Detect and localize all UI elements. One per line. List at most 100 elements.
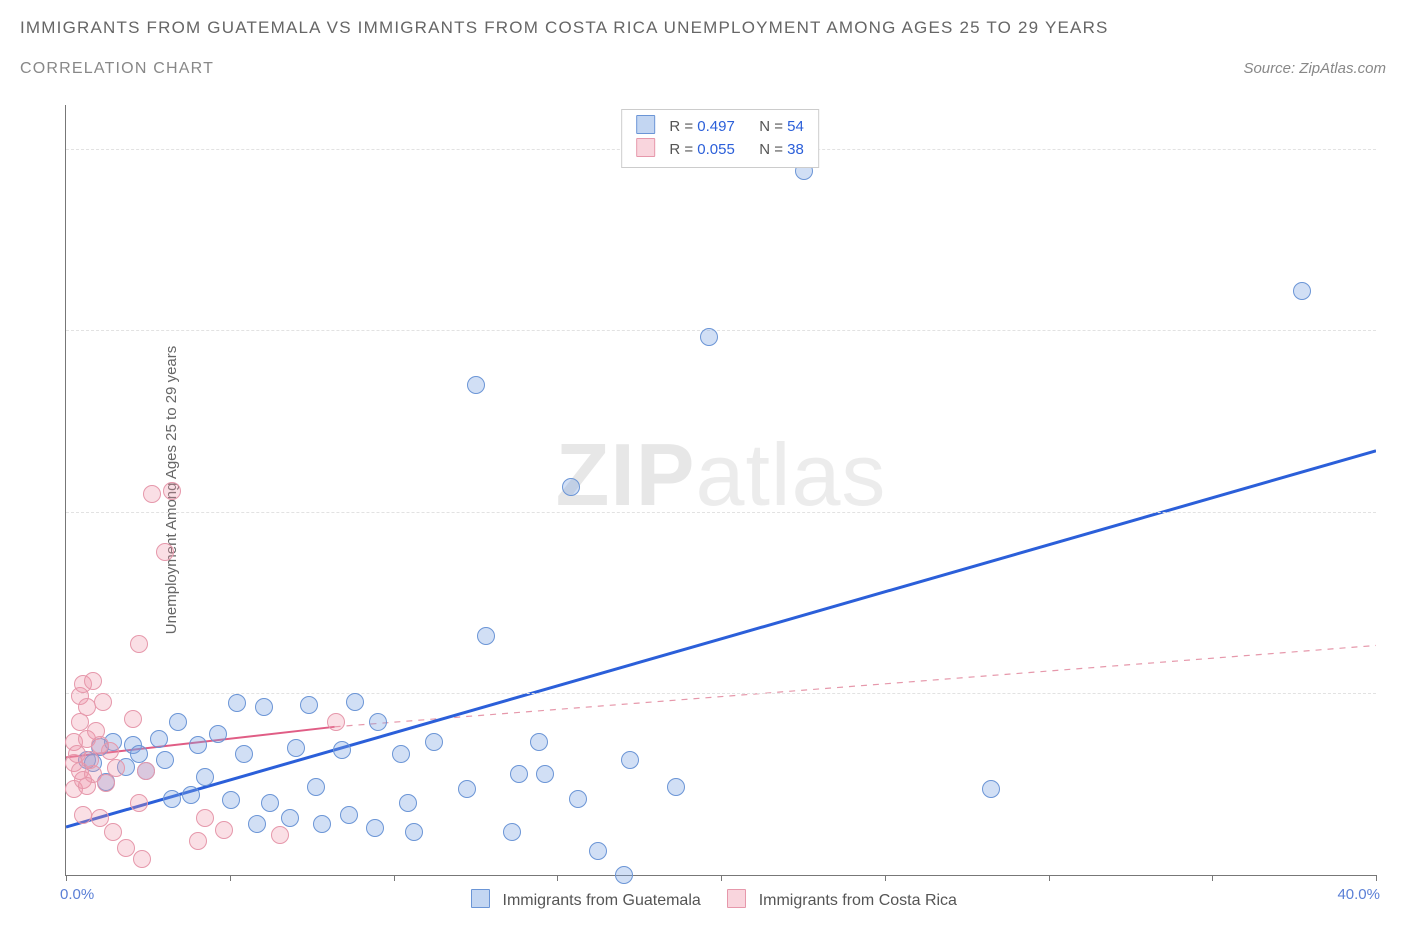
x-tick [394, 875, 395, 881]
x-tick [66, 875, 67, 881]
scatter-point-guatemala [982, 780, 1000, 798]
scatter-point-costarica [94, 693, 112, 711]
scatter-point-guatemala [130, 745, 148, 763]
scatter-point-guatemala [196, 768, 214, 786]
scatter-point-guatemala [163, 790, 181, 808]
scatter-point-guatemala [458, 780, 476, 798]
scatter-point-guatemala [399, 794, 417, 812]
y-tick-label: 12.5% [1388, 683, 1406, 700]
trend-line [66, 451, 1376, 827]
watermark: ZIPatlas [556, 424, 887, 526]
scatter-point-guatemala [333, 741, 351, 759]
scatter-point-guatemala [189, 736, 207, 754]
stats-row-costarica: R = 0.055 N = 38 [636, 138, 804, 161]
n-value-guatemala: 54 [787, 118, 804, 135]
scatter-point-guatemala [405, 823, 423, 841]
scatter-point-costarica [74, 806, 92, 824]
scatter-point-guatemala [228, 694, 246, 712]
scatter-point-guatemala [369, 713, 387, 731]
legend-label-guatemala: Immigrants from Guatemala [503, 892, 701, 909]
scatter-point-costarica [143, 485, 161, 503]
scatter-point-costarica [107, 759, 125, 777]
y-tick-label: 37.5% [1388, 320, 1406, 337]
scatter-point-costarica [104, 823, 122, 841]
scatter-point-guatemala [209, 725, 227, 743]
gridline [66, 512, 1376, 513]
scatter-point-costarica [156, 543, 174, 561]
scatter-point-guatemala [169, 713, 187, 731]
gridline [66, 693, 1376, 694]
stats-legend-box: R = 0.497 N = 54 R = 0.055 N = 38 [621, 109, 819, 168]
scatter-point-costarica [271, 826, 289, 844]
scatter-point-guatemala [313, 815, 331, 833]
scatter-point-guatemala [510, 765, 528, 783]
scatter-point-guatemala [340, 806, 358, 824]
scatter-point-guatemala [307, 778, 325, 796]
r-label: R = [669, 141, 697, 158]
scatter-point-guatemala [503, 823, 521, 841]
scatter-point-guatemala [156, 751, 174, 769]
x-tick [721, 875, 722, 881]
x-tick [1376, 875, 1377, 881]
y-tick-label: 50.0% [1388, 139, 1406, 156]
x-tick [885, 875, 886, 881]
plot-container: Unemployment Among Ages 25 to 29 years Z… [65, 105, 1375, 875]
swatch-blue-icon [636, 115, 655, 134]
r-value-costarica: 0.055 [697, 141, 735, 158]
scatter-point-guatemala [467, 376, 485, 394]
scatter-point-guatemala [366, 819, 384, 837]
r-label: R = [669, 118, 697, 135]
x-tick [1212, 875, 1213, 881]
n-label: N = [759, 141, 787, 158]
scatter-point-guatemala [300, 696, 318, 714]
scatter-point-costarica [130, 635, 148, 653]
scatter-point-guatemala [562, 478, 580, 496]
scatter-point-guatemala [392, 745, 410, 763]
scatter-point-guatemala [536, 765, 554, 783]
n-label: N = [759, 118, 787, 135]
bottom-legend: Immigrants from Guatemala Immigrants fro… [0, 889, 1406, 910]
scatter-point-costarica [196, 809, 214, 827]
scatter-point-costarica [91, 809, 109, 827]
trend-lines-svg [66, 105, 1376, 875]
scatter-point-guatemala [700, 328, 718, 346]
swatch-blue-icon [471, 889, 490, 908]
scatter-point-costarica [130, 794, 148, 812]
stats-row-guatemala: R = 0.497 N = 54 [636, 115, 804, 138]
scatter-point-guatemala [182, 786, 200, 804]
scatter-point-costarica [78, 698, 96, 716]
scatter-point-costarica [137, 762, 155, 780]
legend-label-costarica: Immigrants from Costa Rica [759, 892, 957, 909]
scatter-point-costarica [133, 850, 151, 868]
scatter-point-guatemala [1293, 282, 1311, 300]
scatter-point-guatemala [667, 778, 685, 796]
scatter-point-guatemala [150, 730, 168, 748]
scatter-point-guatemala [261, 794, 279, 812]
gridline [66, 330, 1376, 331]
scatter-point-guatemala [235, 745, 253, 763]
scatter-point-guatemala [477, 627, 495, 645]
watermark-bold: ZIP [556, 425, 696, 524]
watermark-light: atlas [696, 425, 887, 524]
scatter-point-guatemala [530, 733, 548, 751]
n-value-costarica: 38 [787, 141, 804, 158]
scatter-point-guatemala [255, 698, 273, 716]
scatter-point-costarica [84, 672, 102, 690]
trend-line [335, 645, 1376, 726]
scatter-point-costarica [215, 821, 233, 839]
plot-area: ZIPatlas 12.5%25.0%37.5%50.0% [65, 105, 1376, 876]
scatter-point-costarica [117, 839, 135, 857]
scatter-point-guatemala [346, 693, 364, 711]
x-tick [230, 875, 231, 881]
scatter-point-costarica [101, 742, 119, 760]
scatter-point-costarica [189, 832, 207, 850]
scatter-point-guatemala [281, 809, 299, 827]
y-tick-label: 25.0% [1388, 502, 1406, 519]
swatch-pink-icon [727, 889, 746, 908]
chart-title: IMMIGRANTS FROM GUATEMALA VS IMMIGRANTS … [20, 18, 1109, 38]
scatter-point-guatemala [615, 866, 633, 884]
scatter-point-guatemala [621, 751, 639, 769]
x-tick [1049, 875, 1050, 881]
scatter-point-guatemala [222, 791, 240, 809]
r-value-guatemala: 0.497 [697, 118, 735, 135]
